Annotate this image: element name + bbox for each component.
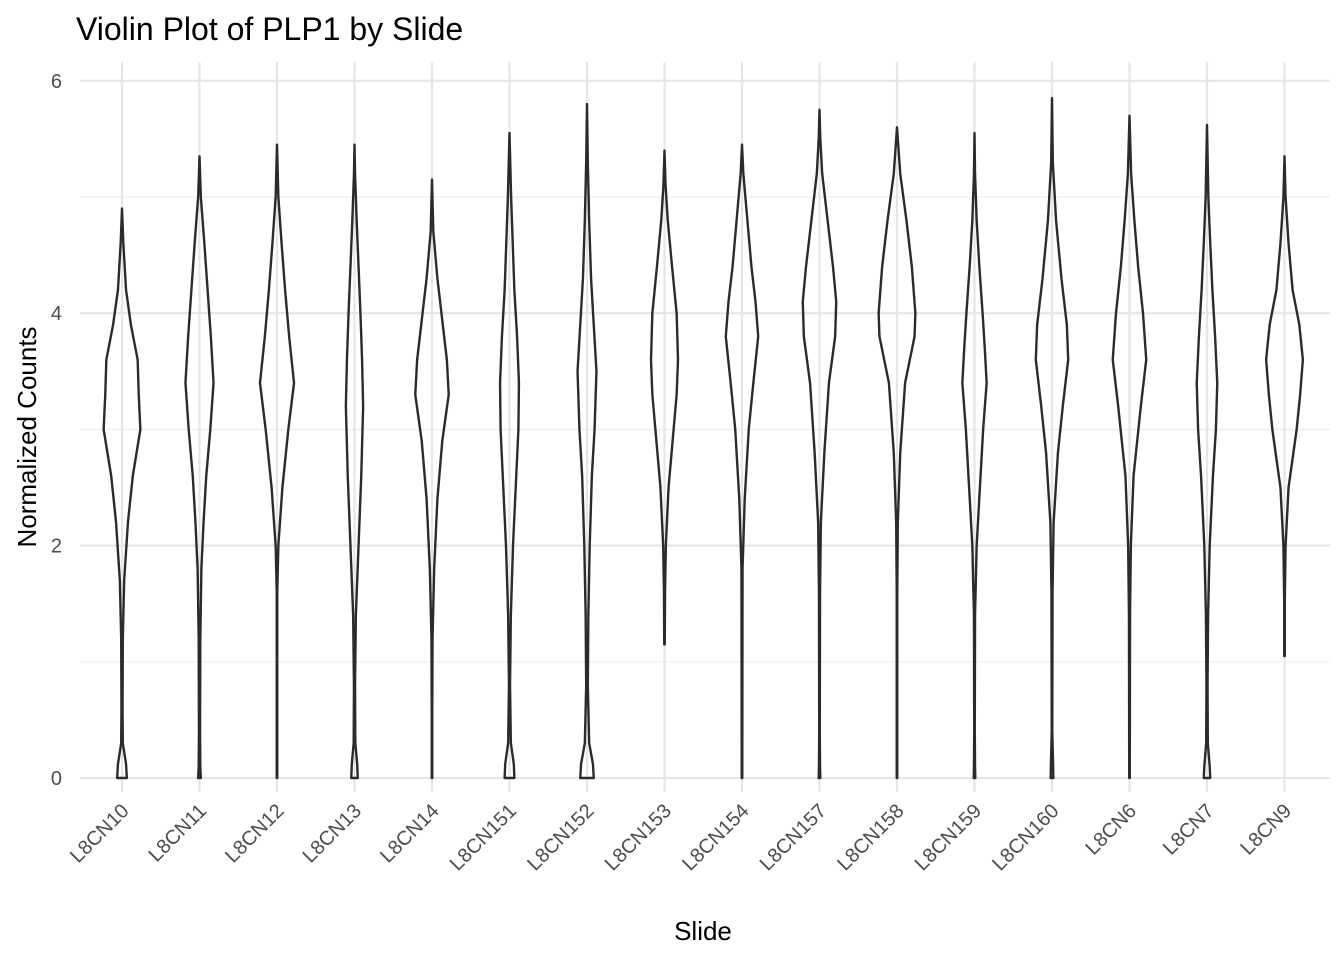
violin-L8CN10 [102, 207, 142, 780]
y-tick-label: 2 [51, 536, 62, 558]
x-tick-label: L8CN153 [601, 800, 676, 875]
violins [102, 97, 1305, 780]
grid-lines [80, 62, 1330, 792]
violin-L8CN13 [344, 143, 365, 780]
violin-L8CN152 [576, 102, 598, 780]
violin-L8CN154 [724, 143, 760, 780]
violin-L8CN14 [414, 178, 450, 780]
x-tick-label: L8CN154 [678, 800, 753, 875]
y-tick-label: 6 [51, 71, 62, 93]
x-tick-label: L8CN11 [145, 800, 211, 866]
violin-L8CN157 [801, 108, 838, 780]
violin-L8CN11 [184, 155, 215, 780]
x-tick-label: L8CN7 [1159, 800, 1219, 860]
x-tick-label: L8CN151 [446, 800, 521, 875]
x-tick-label: L8CN9 [1236, 800, 1296, 860]
violin-L8CN151 [498, 131, 521, 780]
x-tick-label: L8CN159 [911, 800, 986, 875]
violin-L8CN12 [258, 143, 296, 780]
violin-L8CN158 [877, 126, 917, 780]
x-axis-ticks: L8CN10 L8CN11 L8CN12 L8CN13 L8CN14 L8CN151 L8C… [66, 800, 1296, 875]
x-tick-label: L8CN160 [988, 800, 1063, 875]
violin-L8CN153 [649, 149, 680, 646]
violin-L8CN160 [1034, 97, 1070, 780]
y-axis-ticks: 0 2 4 6 [51, 71, 62, 790]
x-tick-label: L8CN12 [221, 800, 288, 867]
x-tick-label: L8CN10 [66, 800, 133, 867]
x-tick-label: L8CN152 [523, 800, 598, 875]
chart-title: Violin Plot of PLP1 by Slide [76, 11, 463, 47]
y-tick-label: 0 [51, 768, 62, 790]
x-tick-label: L8CN13 [299, 800, 366, 867]
x-tick-label: L8CN14 [376, 800, 443, 867]
violin-L8CN7 [1195, 123, 1219, 780]
x-axis-title: Slide [674, 916, 732, 946]
y-tick-label: 4 [51, 303, 62, 325]
x-tick-label: L8CN157 [756, 800, 831, 875]
y-axis-title: Normalized Counts [12, 326, 42, 547]
x-tick-label: L8CN158 [833, 800, 908, 875]
violin-L8CN9 [1264, 155, 1305, 658]
violin-L8CN6 [1111, 114, 1148, 780]
violin-L8CN159 [961, 131, 988, 780]
x-tick-label: L8CN6 [1081, 800, 1141, 860]
